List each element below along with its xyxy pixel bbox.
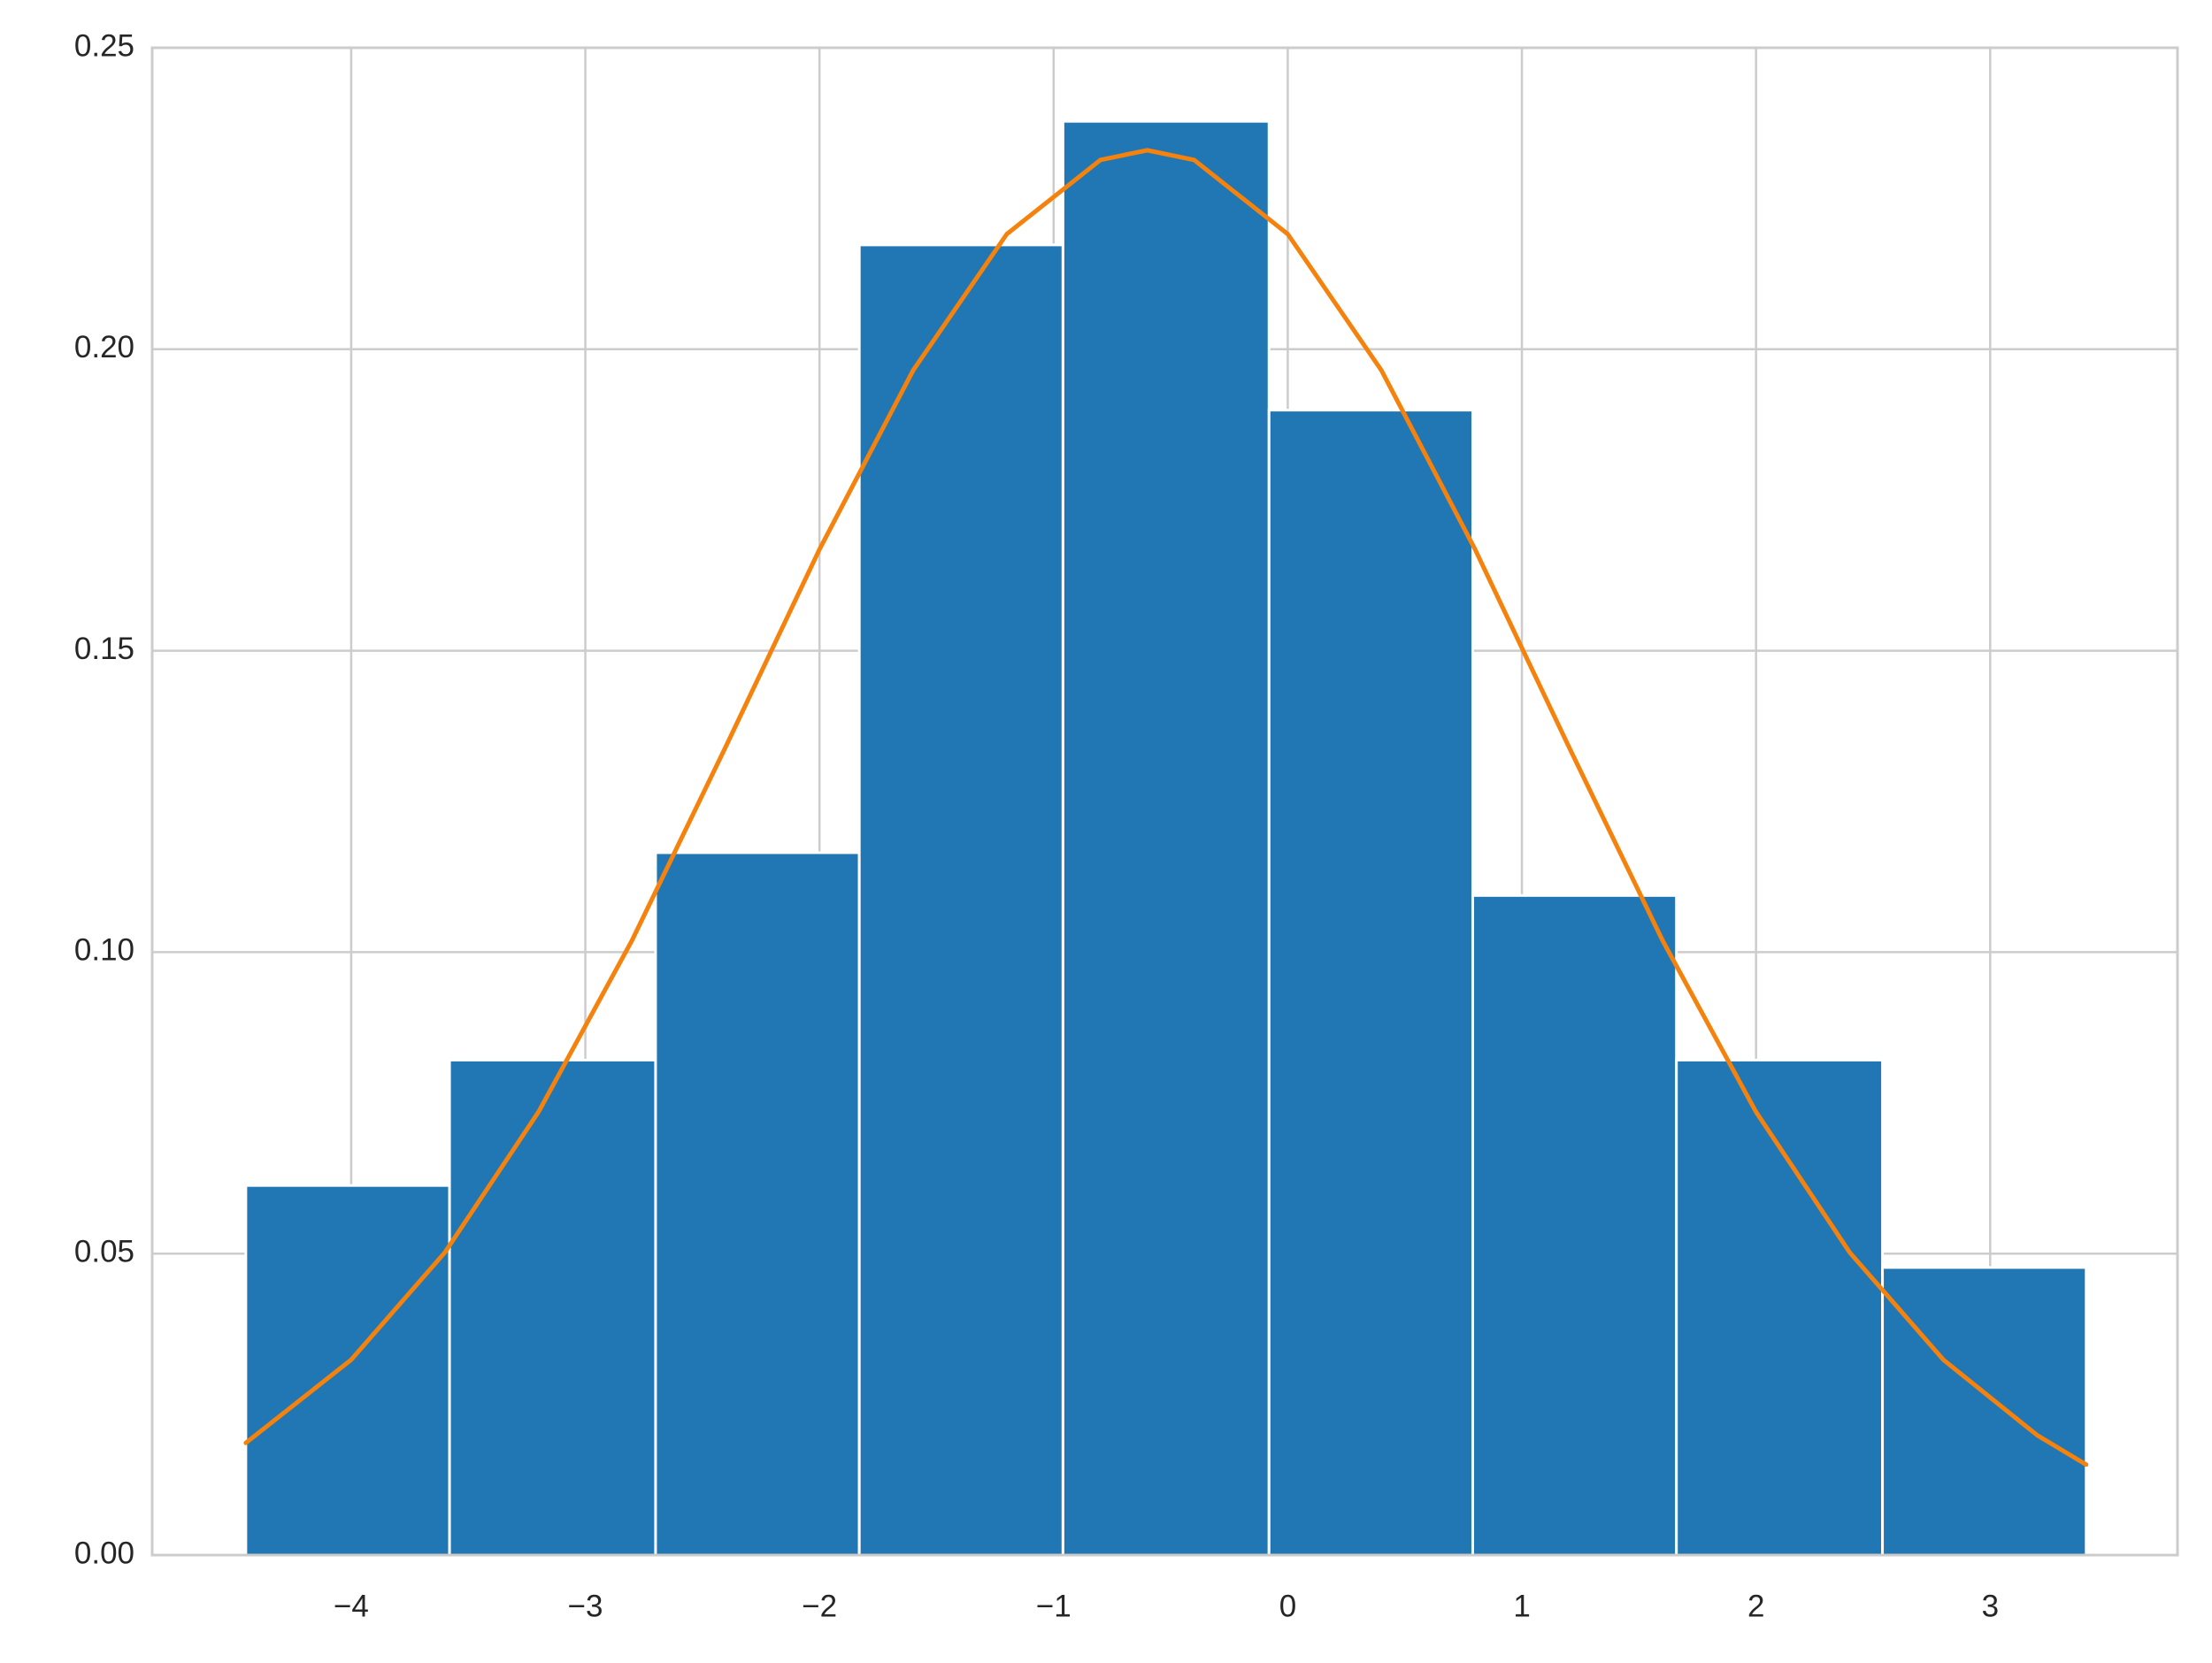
bar [654,851,861,1557]
x-tick-label: 2 [1747,1589,1764,1623]
y-tick-label: 0.05 [74,1234,134,1268]
plot-frame [150,46,2179,1557]
bar [1061,119,1271,1557]
x-tick-label: 3 [1982,1589,1999,1623]
y-tick-label: 0.10 [74,933,134,968]
y-tick-label: 0.20 [74,330,134,364]
bars [244,119,2088,1557]
bar [1881,1266,2088,1557]
bar [1267,409,1474,1557]
x-tick-label: −4 [334,1589,369,1623]
x-tick-label: 0 [1279,1589,1296,1623]
x-tick-label: −2 [802,1589,837,1623]
x-tick-label: −3 [568,1589,603,1623]
bar [244,1184,451,1557]
x-tick-label: 1 [1513,1589,1530,1623]
bar [1675,1058,1885,1557]
y-tick-label: 0.25 [74,28,134,63]
density-curve [243,148,2089,1468]
tick-labels: 0.00 0.05 0.10 0.15 0.20 0.25 −4 −3 −2 −1 0 1 2 3 [74,28,1999,1623]
x-tick-label: −1 [1036,1589,1071,1623]
y-tick-label: 0.15 [74,632,134,666]
bar [857,243,1064,1557]
curves [243,148,2089,1468]
bar [1471,893,1678,1557]
y-tick-label: 0.00 [74,1536,134,1570]
bar [448,1058,657,1557]
